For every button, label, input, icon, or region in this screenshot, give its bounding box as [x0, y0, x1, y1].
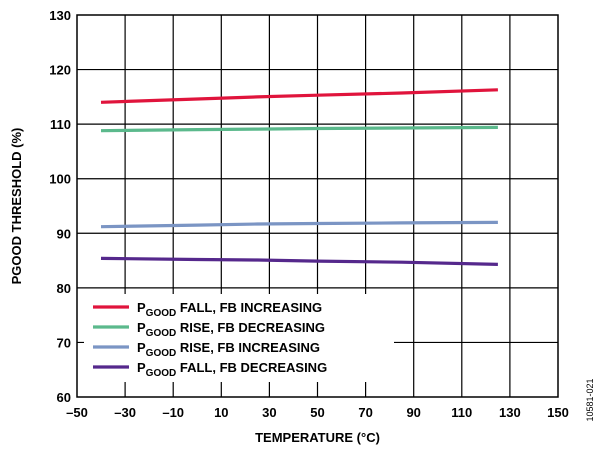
- x-tick-label: 10: [214, 405, 228, 420]
- grid: [77, 15, 558, 397]
- y-tick-label: 70: [57, 335, 71, 350]
- y-tick-label: 110: [50, 117, 71, 132]
- y-tick-labels: 60 70 80 90 100 110 120 130: [49, 8, 71, 405]
- x-tick-label: 130: [499, 405, 521, 420]
- x-tick-label: 30: [262, 405, 276, 420]
- y-tick-label: 100: [49, 172, 71, 187]
- legend-entry: PGOOD RISE, FB DECREASING: [137, 320, 325, 339]
- y-tick-label: 90: [57, 226, 71, 241]
- x-tick-label: 70: [358, 405, 372, 420]
- x-tick-label: 110: [451, 405, 472, 420]
- y-tick-label: 60: [57, 390, 71, 405]
- y-tick-label: 120: [49, 63, 71, 78]
- series-lines: [100, 88, 498, 266]
- x-tick-labels: –50 –30 –10 10 30 50 70 90 110 130 150: [66, 405, 569, 420]
- plot-frame: [76, 14, 559, 398]
- series-line: [100, 88, 498, 104]
- x-tick-label: –30: [114, 405, 136, 420]
- x-tick-label: 50: [310, 405, 324, 420]
- x-tick-label: –10: [162, 405, 184, 420]
- y-axis-label: PGOOD THRESHOLD (%): [9, 128, 24, 285]
- x-tick-label: 150: [547, 405, 569, 420]
- series-line: [100, 220, 498, 229]
- y-tick-label: 80: [57, 281, 71, 296]
- x-tick-label: 90: [406, 405, 420, 420]
- legend-entry: PGOOD FALL, FB INCREASING: [137, 300, 322, 319]
- y-tick-label: 130: [49, 8, 71, 23]
- legend-background: [84, 294, 394, 382]
- series-line: [100, 125, 498, 133]
- legend-entry: PGOOD FALL, FB DECREASING: [137, 360, 327, 379]
- legend-entry: PGOOD RISE, FB INCREASING: [137, 340, 320, 359]
- series-line: [100, 256, 498, 266]
- x-axis-label: TEMPERATURE (°C): [255, 430, 380, 445]
- x-tick-label: –50: [66, 405, 88, 420]
- figure-id: 10581-021: [585, 378, 595, 421]
